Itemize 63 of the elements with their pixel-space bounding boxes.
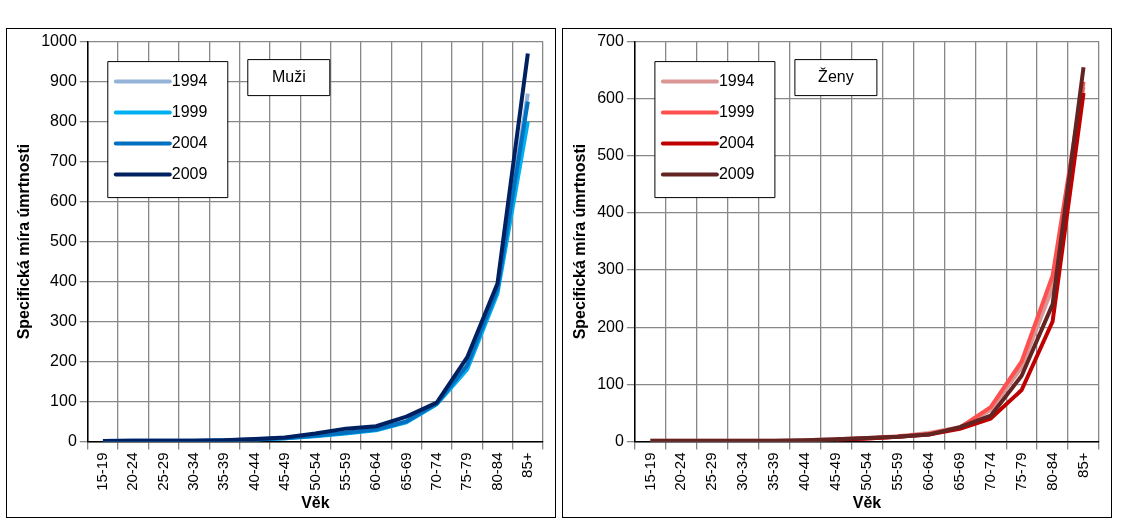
x-tick-label: 65-69: [949, 452, 967, 491]
y-tick-label: 0: [67, 431, 77, 449]
y-tick-label: 600: [597, 89, 624, 107]
legend-label: 1994: [171, 72, 208, 90]
x-tick-label: 40-44: [795, 452, 813, 491]
annotation: Muži: [271, 68, 306, 86]
y-tick-label: 500: [50, 231, 77, 249]
y-axis-title: Specifická míra úmrtnosti: [15, 143, 33, 340]
x-tick-label: 35-39: [214, 452, 232, 491]
x-tick-label: 20-24: [671, 452, 689, 491]
y-tick-label: 200: [50, 351, 77, 369]
annotation: Ženy: [818, 67, 854, 86]
y-tick-label: 600: [50, 191, 77, 209]
y-tick-label: 300: [597, 260, 624, 278]
x-tick-label: 85+: [517, 452, 535, 478]
x-tick-label: 65-69: [396, 452, 414, 491]
x-tick-label: 35-39: [764, 452, 782, 491]
y-tick-label: 100: [50, 391, 77, 409]
x-tick-label: 85+: [1073, 452, 1091, 478]
legend-label: 2004: [171, 134, 208, 152]
y-tick-label: 200: [597, 317, 624, 335]
x-tick-label: 80-84: [1042, 452, 1060, 491]
x-tick-label: 25-29: [702, 452, 720, 491]
x-tick-label: 70-74: [980, 452, 998, 491]
x-tick-label: 20-24: [123, 452, 141, 491]
x-tick-label: 15-19: [93, 452, 111, 491]
y-tick-label: 0: [614, 431, 624, 449]
legend-label: 1994: [718, 72, 755, 90]
y-tick-label: 700: [50, 151, 77, 169]
x-tick-label: 60-64: [366, 452, 384, 491]
x-tick-label: 50-54: [857, 452, 875, 491]
y-tick-label: 100: [597, 374, 624, 392]
x-tick-label: 30-34: [184, 452, 202, 491]
x-tick-label: 45-49: [826, 452, 844, 491]
y-tick-label: 700: [597, 32, 624, 50]
x-tick-label: 40-44: [244, 452, 262, 491]
x-tick-label: 75-79: [1011, 452, 1029, 491]
x-tick-label: 60-64: [918, 452, 936, 491]
y-tick-label: 400: [50, 271, 77, 289]
y-tick-label: 300: [50, 311, 77, 329]
x-tick-label: 25-29: [153, 452, 171, 491]
x-tick-label: 55-59: [335, 452, 353, 491]
y-tick-label: 1000: [41, 32, 77, 50]
legend-label: 2009: [171, 165, 208, 183]
x-tick-label: 50-54: [305, 452, 323, 491]
y-tick-label: 500: [597, 146, 624, 164]
legend-label: 1999: [171, 103, 208, 121]
y-tick-label: 900: [50, 71, 77, 89]
x-tick-label: 45-49: [275, 452, 293, 491]
x-axis-title: Věk: [301, 493, 330, 511]
y-tick-label: 800: [50, 111, 77, 129]
x-tick-label: 55-59: [888, 452, 906, 491]
y-tick-label: 400: [597, 203, 624, 221]
x-tick-label: 70-74: [426, 452, 444, 491]
legend-label: 2004: [718, 134, 755, 152]
x-axis-title: Věk: [852, 493, 882, 511]
x-tick-label: 30-34: [733, 452, 751, 491]
x-tick-label: 80-84: [487, 452, 505, 491]
legend-label: 2009: [718, 165, 755, 183]
x-tick-label: 15-19: [640, 452, 658, 491]
x-tick-label: 75-79: [457, 452, 475, 491]
legend-label: 1999: [718, 103, 755, 121]
y-axis-title: Specifická míra úmrtnosti: [571, 143, 589, 340]
